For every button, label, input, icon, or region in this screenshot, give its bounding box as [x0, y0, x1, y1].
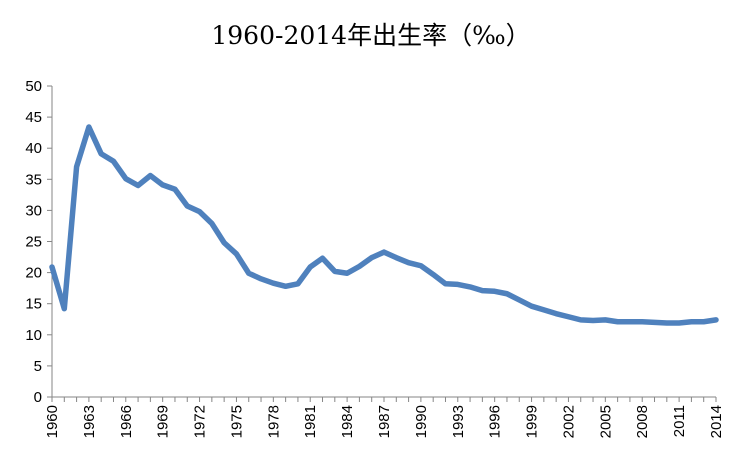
data-point [468, 285, 472, 289]
data-point [702, 320, 706, 324]
data-point [419, 264, 423, 268]
series-line-0 [49, 124, 719, 326]
x-tick-label: 1993 [450, 405, 467, 438]
data-point [616, 320, 620, 324]
data-point [210, 221, 214, 225]
data-point [161, 183, 165, 187]
data-point [653, 320, 657, 324]
data-point [99, 152, 103, 156]
x-tick-label: 2008 [634, 405, 651, 438]
data-point [431, 272, 435, 276]
x-tick-label: 1963 [81, 405, 98, 438]
x-tick-label: 1966 [118, 405, 135, 438]
data-point [124, 177, 128, 181]
data-point [185, 204, 189, 208]
x-tick-label: 1990 [413, 405, 430, 438]
data-point [357, 264, 361, 268]
x-tick-label: 1975 [228, 405, 245, 438]
y-tick-label: 0 [34, 389, 42, 406]
y-tick-label: 5 [34, 358, 42, 375]
tick-labels: 0 5 10 15 20 25 30 35 40 45 50 1960 1963 1966 1969 1972… [25, 78, 725, 438]
data-point [296, 282, 300, 286]
data-point [677, 321, 681, 325]
series-layer [49, 124, 719, 326]
y-tick-label: 40 [25, 140, 42, 157]
x-tick-label: 2014 [708, 405, 725, 438]
data-point [62, 307, 66, 311]
data-point [493, 289, 497, 293]
data-point [198, 210, 202, 214]
axes [47, 85, 717, 402]
data-point [579, 318, 583, 322]
data-point [407, 261, 411, 265]
data-point [689, 320, 693, 324]
y-tick-label: 35 [25, 171, 42, 188]
data-point [259, 277, 263, 281]
x-tick-label: 1972 [192, 405, 209, 438]
data-point [591, 318, 595, 322]
data-point [271, 281, 275, 285]
data-point [136, 184, 140, 188]
data-point [665, 321, 669, 325]
data-point [222, 241, 226, 245]
data-point [87, 125, 91, 129]
x-tick-label: 1969 [155, 405, 172, 438]
data-point [50, 265, 54, 269]
data-point [234, 252, 238, 256]
data-point [566, 315, 570, 319]
data-point [247, 271, 251, 275]
data-point [517, 298, 521, 302]
data-point [394, 256, 398, 260]
data-point [480, 289, 484, 293]
data-point [173, 187, 177, 191]
x-tick-label: 2011 [671, 405, 688, 437]
data-point [554, 312, 558, 316]
data-point [75, 165, 79, 169]
data-point [370, 256, 374, 260]
data-point [321, 256, 325, 260]
data-point [111, 159, 115, 163]
x-tick-label: 1987 [376, 405, 393, 438]
data-point [628, 320, 632, 324]
y-tick-label: 20 [25, 265, 42, 282]
chart-title: 1960-2014年出生率（‰） [211, 21, 531, 50]
y-tick-label: 50 [25, 78, 42, 95]
x-tick-label: 1996 [487, 405, 504, 438]
data-point [714, 318, 718, 322]
data-point [505, 292, 509, 296]
x-tick-label: 1978 [265, 405, 282, 438]
x-tick-label: 1999 [524, 405, 541, 438]
x-tick-label: 2002 [560, 405, 577, 438]
y-tick-label: 10 [25, 327, 42, 344]
y-tick-label: 45 [25, 109, 42, 126]
x-tick-label: 1984 [339, 405, 356, 438]
data-point [443, 282, 447, 286]
data-point [333, 269, 337, 273]
y-tick-label: 15 [25, 296, 42, 313]
data-point [284, 284, 288, 288]
x-tick-label: 1981 [302, 405, 319, 438]
x-tick-label: 1960 [44, 405, 61, 438]
data-point [308, 265, 312, 269]
y-tick-label: 25 [25, 234, 42, 251]
y-tick-label: 30 [25, 202, 42, 219]
data-point [542, 308, 546, 312]
data-point [148, 174, 152, 178]
data-point [640, 320, 644, 324]
data-point [345, 271, 349, 275]
data-point [530, 304, 534, 308]
x-tick-label: 2005 [597, 405, 614, 438]
data-point [456, 282, 460, 286]
data-point [382, 250, 386, 254]
data-point [603, 318, 607, 322]
